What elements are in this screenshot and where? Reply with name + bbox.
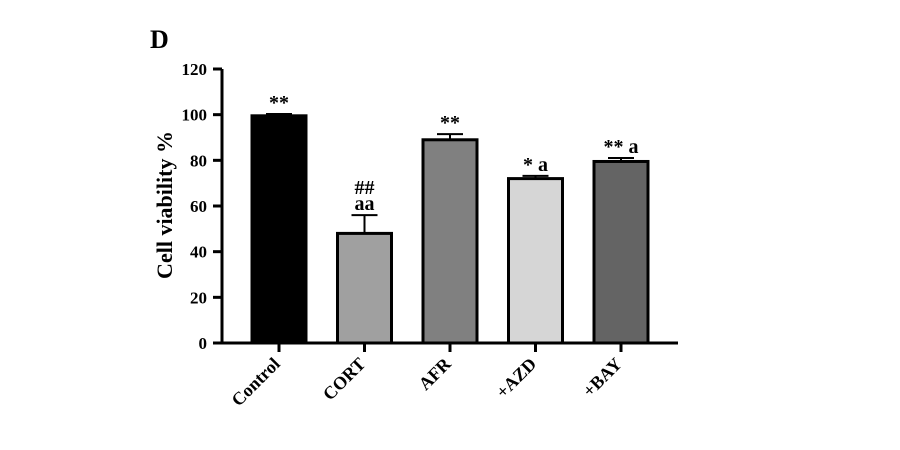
error-bars bbox=[266, 112, 634, 234]
y-tick-label: 60 bbox=[190, 197, 207, 216]
bar-azd bbox=[507, 177, 564, 345]
panel-label: D bbox=[150, 25, 169, 54]
y-tick-label: 20 bbox=[190, 288, 207, 307]
bar-cort bbox=[336, 231, 393, 345]
x-tick-label: AFR bbox=[415, 353, 456, 394]
y-axis: 0 20 40 60 80 100 120 bbox=[182, 60, 224, 353]
significance-label: * a bbox=[523, 154, 548, 176]
y-axis-label: Cell viability % bbox=[152, 131, 177, 279]
y-tick-label: 100 bbox=[182, 106, 208, 125]
x-tick-label: +BAY bbox=[579, 354, 626, 401]
x-tick-label: CORT bbox=[319, 354, 369, 404]
x-tick-labels: Control CORT AFR +AZD +BAY bbox=[227, 353, 625, 410]
y-tick-label: 120 bbox=[182, 60, 208, 79]
significance-label: ** bbox=[440, 112, 460, 134]
bar-afr bbox=[421, 138, 479, 345]
bar-bay bbox=[592, 159, 650, 345]
bar-control bbox=[250, 114, 308, 345]
significance-label: ## bbox=[355, 177, 375, 199]
x-tick-label: +AZD bbox=[492, 354, 540, 402]
significance-label: ** bbox=[269, 92, 289, 114]
y-tick-label: 40 bbox=[190, 243, 207, 262]
significance-label: ** a bbox=[604, 136, 639, 158]
y-tick-label: 0 bbox=[199, 334, 208, 353]
x-tick-label: Control bbox=[227, 354, 283, 410]
bar-series bbox=[250, 114, 650, 345]
significance-annotations: ** ##aa ** * a ** a bbox=[269, 92, 639, 215]
significance-label: aa bbox=[355, 193, 375, 215]
y-tick-label: 80 bbox=[190, 151, 207, 170]
